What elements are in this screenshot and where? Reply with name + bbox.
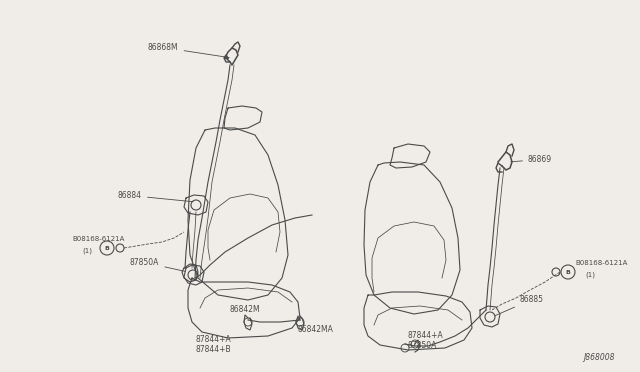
Text: 86885: 86885 bbox=[495, 295, 544, 316]
Text: B08168-6121A: B08168-6121A bbox=[575, 260, 627, 266]
Text: B: B bbox=[104, 246, 109, 250]
Text: 86884: 86884 bbox=[118, 191, 193, 202]
Text: 87844+A: 87844+A bbox=[195, 335, 231, 344]
Text: J868008: J868008 bbox=[584, 353, 615, 362]
Text: B08168-6121A: B08168-6121A bbox=[72, 236, 124, 242]
Text: (1): (1) bbox=[585, 271, 595, 278]
Text: 87850A: 87850A bbox=[130, 258, 186, 272]
Text: 86868M: 86868M bbox=[148, 43, 229, 58]
Text: 86869: 86869 bbox=[511, 155, 552, 164]
Text: 87844+A: 87844+A bbox=[408, 331, 444, 340]
Text: 86842MA: 86842MA bbox=[298, 325, 334, 334]
Text: 86842M: 86842M bbox=[230, 305, 260, 320]
Text: (1): (1) bbox=[82, 247, 92, 253]
Text: B: B bbox=[566, 269, 570, 275]
Text: 87850A: 87850A bbox=[408, 341, 437, 350]
Text: 87844+B: 87844+B bbox=[195, 345, 230, 354]
